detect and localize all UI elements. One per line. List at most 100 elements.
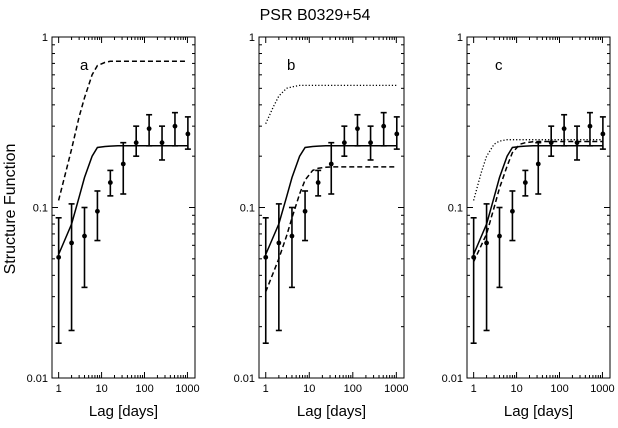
data-point bbox=[159, 140, 165, 146]
y-tick-label: 0.1 bbox=[240, 203, 255, 215]
data-point bbox=[535, 161, 541, 167]
observation bbox=[171, 111, 178, 147]
panel-b: 1 10 100 1000 0.01 0.1 1 Lag [days] b bbox=[234, 32, 409, 420]
y-tick-label: 1 bbox=[457, 32, 463, 44]
plot-frame bbox=[51, 36, 196, 379]
panel-label: c bbox=[495, 57, 503, 74]
panel-a: 1 10 100 1000 0.01 0.1 1 Lag [days] a bbox=[27, 32, 200, 420]
plot-frame bbox=[466, 36, 611, 379]
data-point bbox=[315, 180, 321, 185]
data-point bbox=[587, 123, 593, 129]
data-point bbox=[289, 233, 295, 239]
y-tick-label: 0.01 bbox=[27, 373, 48, 385]
data-point bbox=[56, 254, 62, 260]
model-curve-solid bbox=[472, 145, 603, 255]
data-point bbox=[522, 180, 528, 185]
x-tick-label: 1 bbox=[56, 383, 62, 395]
observation bbox=[535, 141, 542, 195]
model-curve-dotted bbox=[472, 139, 603, 201]
data-point bbox=[133, 140, 139, 146]
x-tick-label: 100 bbox=[344, 383, 362, 395]
x-tick-label: 1 bbox=[263, 383, 269, 395]
plot-frame bbox=[258, 36, 405, 379]
data-point bbox=[497, 233, 502, 239]
observation bbox=[94, 190, 101, 242]
model-curve-dashed bbox=[472, 140, 603, 263]
data-point bbox=[484, 240, 489, 246]
data-point bbox=[341, 140, 347, 146]
data-point bbox=[82, 233, 87, 239]
x-tick-label: 10 bbox=[303, 383, 315, 395]
data-point bbox=[368, 140, 373, 146]
observation bbox=[184, 116, 191, 150]
data-point bbox=[146, 126, 152, 132]
model-curve-solid bbox=[265, 145, 397, 255]
data-point bbox=[510, 208, 515, 214]
observation bbox=[586, 111, 593, 147]
observation bbox=[548, 125, 555, 157]
observation bbox=[302, 190, 309, 242]
y-tick-label: 0.01 bbox=[442, 373, 463, 385]
data-point bbox=[95, 208, 100, 214]
data-point bbox=[172, 123, 178, 129]
model-curve-dotted bbox=[265, 84, 397, 124]
observation bbox=[509, 190, 516, 242]
y-tick-label: 0.1 bbox=[448, 203, 463, 215]
observation bbox=[275, 203, 282, 332]
data-point bbox=[263, 254, 269, 260]
observation bbox=[561, 113, 568, 147]
y-axis-label: Structure Function bbox=[2, 144, 19, 275]
observation bbox=[522, 169, 529, 197]
x-tick-label: 100 bbox=[135, 383, 153, 395]
observation bbox=[159, 125, 166, 161]
figure-title: PSR B0329+54 bbox=[260, 7, 371, 24]
data-point bbox=[600, 131, 606, 137]
x-axis-label: Lag [days] bbox=[89, 403, 158, 420]
x-axis-label: Lag [days] bbox=[504, 403, 573, 420]
panel-label: a bbox=[80, 57, 89, 74]
observation bbox=[133, 125, 140, 157]
observation bbox=[393, 116, 400, 150]
model-curve-solid bbox=[57, 145, 188, 255]
observation bbox=[367, 125, 374, 161]
data-point bbox=[574, 140, 580, 146]
x-tick-label: 1000 bbox=[590, 383, 614, 395]
observation bbox=[288, 206, 295, 289]
model-curve-dashed bbox=[265, 166, 397, 293]
observation bbox=[470, 217, 477, 344]
observation bbox=[68, 203, 75, 332]
observation bbox=[120, 141, 127, 195]
observation bbox=[574, 125, 581, 161]
x-tick-label: 1000 bbox=[175, 383, 199, 395]
panel-c: 1 10 100 1000 0.01 0.1 1 Lag [days] c bbox=[442, 32, 615, 420]
x-tick-label: 10 bbox=[510, 383, 522, 395]
data-point bbox=[548, 140, 554, 146]
data-point bbox=[302, 208, 308, 214]
observation bbox=[380, 111, 387, 147]
panel-label: b bbox=[287, 57, 295, 74]
observation bbox=[262, 217, 269, 344]
y-tick-label: 1 bbox=[249, 32, 255, 44]
observation bbox=[315, 169, 322, 197]
panels: 1 10 100 1000 0.01 0.1 1 Lag [days] a 1 10 100 1000 0… bbox=[27, 32, 615, 420]
observation bbox=[354, 113, 361, 147]
observation bbox=[107, 169, 114, 197]
x-tick-label: 10 bbox=[95, 383, 107, 395]
data-point bbox=[107, 180, 113, 185]
x-tick-label: 1000 bbox=[384, 383, 408, 395]
y-tick-label: 0.01 bbox=[234, 373, 255, 385]
data-point bbox=[471, 254, 477, 260]
observation bbox=[328, 141, 335, 195]
data-point bbox=[394, 131, 400, 137]
x-tick-label: 100 bbox=[550, 383, 568, 395]
data-point bbox=[120, 161, 126, 167]
x-axis-label: Lag [days] bbox=[297, 403, 366, 420]
data-point bbox=[355, 126, 360, 132]
observation bbox=[483, 203, 490, 332]
observation bbox=[55, 217, 62, 344]
data-point bbox=[328, 161, 334, 167]
y-tick-label: 1 bbox=[42, 32, 48, 44]
y-tick-label: 0.1 bbox=[33, 203, 48, 215]
data-point bbox=[69, 240, 74, 246]
